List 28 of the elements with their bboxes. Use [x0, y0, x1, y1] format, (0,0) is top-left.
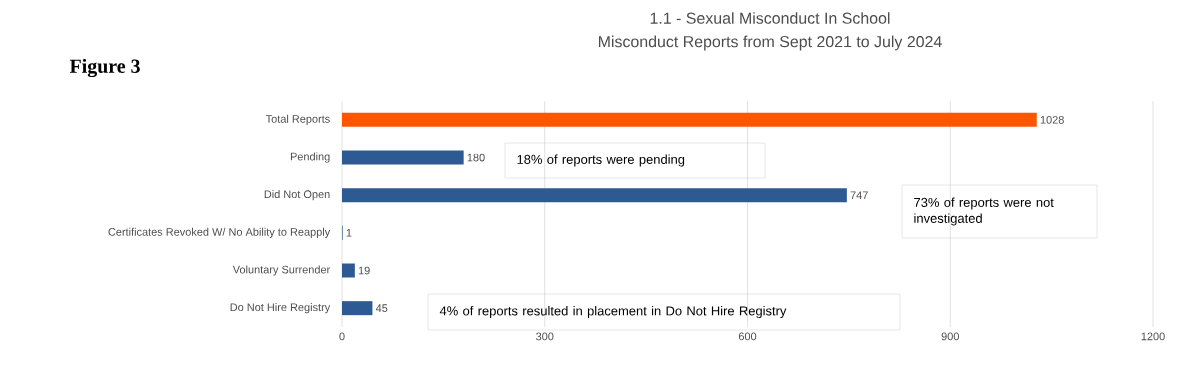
bar	[342, 188, 847, 203]
bar	[342, 301, 373, 316]
data-label: 180	[467, 153, 485, 162]
x-tick-label: 900	[941, 332, 959, 341]
bar	[342, 263, 355, 278]
data-label: 19	[358, 266, 370, 275]
x-tick-label: 300	[536, 332, 554, 341]
annotation: 18% of reports were pending	[517, 154, 685, 167]
x-tick-label: 600	[738, 332, 757, 341]
annotation: 4% of reports resulted in placement in Do Not Hire Registry	[439, 305, 787, 319]
chart-subtitle: Misconduct Reports from Sept 2021 to July 2024	[598, 35, 942, 51]
bar	[342, 150, 464, 165]
y-tick-label: Voluntary Surrender	[232, 265, 331, 276]
x-tick-label: 0	[339, 332, 345, 341]
caption: Figure 3	[69, 58, 140, 78]
y-tick-label: Pending	[290, 152, 330, 163]
y-tick-label: Did Not Open	[264, 190, 330, 201]
data-label: 1	[346, 229, 352, 237]
y-tick-label: Do Not Hire Registry	[230, 303, 331, 314]
y-tick-label: Total Reports	[265, 114, 330, 125]
data-label: 1028	[1040, 115, 1064, 124]
chart-title: 1.1 - Sexual Misconduct In School	[650, 12, 890, 24]
data-label: 45	[375, 304, 388, 312]
data-label: 747	[850, 191, 868, 199]
y-tick-label: Certificates Revoked W/ No Ability to Reapply	[108, 227, 331, 238]
bar	[342, 112, 1037, 127]
annotation: 73% of reports were not investigated	[914, 197, 1054, 226]
x-tick-label: 1200	[1141, 332, 1165, 341]
